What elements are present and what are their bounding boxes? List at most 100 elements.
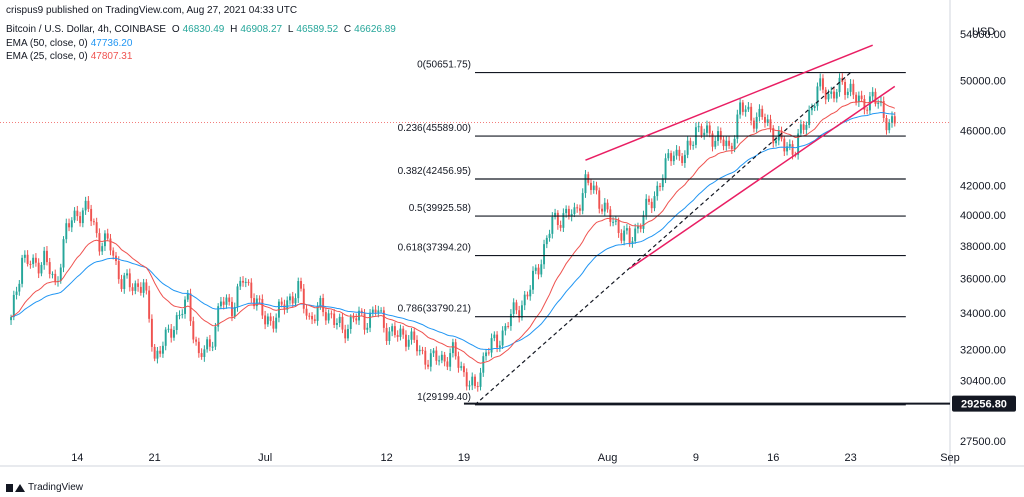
candle-body	[32, 257, 35, 265]
candle-body	[882, 101, 885, 118]
candle-body	[874, 91, 877, 104]
candle-body	[474, 376, 476, 387]
candle-body	[830, 91, 833, 94]
fib-level-label: 0.786(33790.21)	[398, 304, 471, 315]
candle-body	[159, 350, 162, 354]
candle-body	[733, 138, 736, 150]
candle-body	[758, 108, 761, 117]
candle-body	[888, 122, 891, 131]
candle-body	[197, 341, 200, 354]
candle-body	[532, 270, 534, 290]
channel-lower-line	[629, 85, 896, 270]
candle-body	[148, 290, 151, 319]
candle-body	[764, 116, 766, 123]
candle-body	[40, 264, 43, 274]
candle-body	[855, 94, 858, 103]
candle-body	[485, 352, 488, 357]
candle-body	[526, 294, 529, 297]
candle-body	[161, 345, 164, 354]
open-label: O	[171, 24, 180, 35]
candle-body	[598, 190, 601, 209]
candle-body	[173, 329, 175, 338]
candle-body	[849, 83, 852, 92]
x-tick-label: 19	[458, 452, 470, 464]
candle-body	[493, 334, 496, 339]
candle-body	[744, 109, 747, 112]
tradingview-brand: TradingView	[28, 482, 84, 493]
candle-body	[26, 254, 29, 264]
candle-body	[678, 149, 681, 157]
candle-body	[681, 156, 684, 164]
x-tick-label: 9	[693, 452, 699, 464]
candle-body	[520, 305, 523, 318]
ema50-legend: EMA (50, close, 0) 47736.20	[6, 38, 135, 49]
candle-body	[623, 230, 626, 241]
candle-body	[885, 117, 888, 131]
candle-body	[595, 185, 598, 191]
candle-body	[90, 208, 93, 222]
candle-body	[816, 86, 819, 107]
candle-body	[860, 95, 863, 100]
candle-body	[821, 78, 824, 90]
open-value: 46830.49	[182, 24, 225, 35]
candle-body	[404, 334, 407, 347]
candle-body	[788, 144, 791, 147]
candle-body	[37, 262, 40, 274]
candle-body	[460, 366, 463, 368]
candle-body	[253, 298, 256, 307]
candle-body	[128, 273, 131, 288]
candle-body	[833, 91, 835, 99]
candle-body	[711, 133, 714, 147]
candle-body	[686, 140, 689, 155]
fib-level-label: 1(29199.40)	[417, 392, 471, 403]
candle-body	[305, 308, 308, 316]
candle-body	[391, 326, 394, 332]
candle-body	[827, 93, 830, 100]
candle-body	[454, 342, 457, 357]
candle-body	[34, 257, 37, 263]
candle-body	[352, 316, 355, 319]
channel-upper-line	[585, 44, 873, 161]
candle-body	[358, 310, 360, 321]
candle-body	[891, 116, 893, 123]
candle-body	[683, 154, 686, 164]
candle-body	[346, 328, 349, 339]
candle-body	[261, 299, 264, 316]
candle-body	[374, 309, 377, 313]
candle-body	[421, 349, 424, 351]
candle-body	[462, 366, 465, 373]
candle-body	[233, 306, 236, 317]
candle-body	[153, 346, 156, 359]
candle-body	[714, 140, 717, 147]
candle-body	[399, 328, 402, 337]
candle-body	[388, 331, 391, 341]
candle-body	[567, 208, 570, 217]
candle-body	[543, 244, 546, 265]
candle-body	[231, 301, 233, 317]
candle-body	[280, 301, 283, 305]
candle-body	[551, 216, 554, 234]
candle-body	[457, 356, 460, 368]
candle-body	[775, 140, 777, 144]
close-label: C	[343, 24, 352, 35]
candle-body	[120, 279, 123, 290]
candle-body	[534, 267, 537, 271]
candle-body	[62, 239, 65, 268]
candle-body	[730, 145, 733, 150]
candle-body	[515, 302, 518, 311]
candle-body	[659, 185, 661, 188]
candle-body	[429, 353, 432, 367]
candle-body	[109, 238, 112, 251]
y-tick-label: 34000.00	[960, 308, 1006, 320]
candle-body	[10, 317, 13, 321]
candle-body	[620, 233, 623, 241]
x-tick-label: Aug	[598, 452, 618, 464]
candle-body	[576, 207, 579, 209]
candle-body	[349, 316, 352, 329]
ema25-line	[10, 100, 895, 364]
candle-body	[581, 193, 584, 211]
candle-body	[446, 361, 449, 367]
candle-body	[206, 339, 209, 350]
candle-body	[377, 310, 380, 313]
